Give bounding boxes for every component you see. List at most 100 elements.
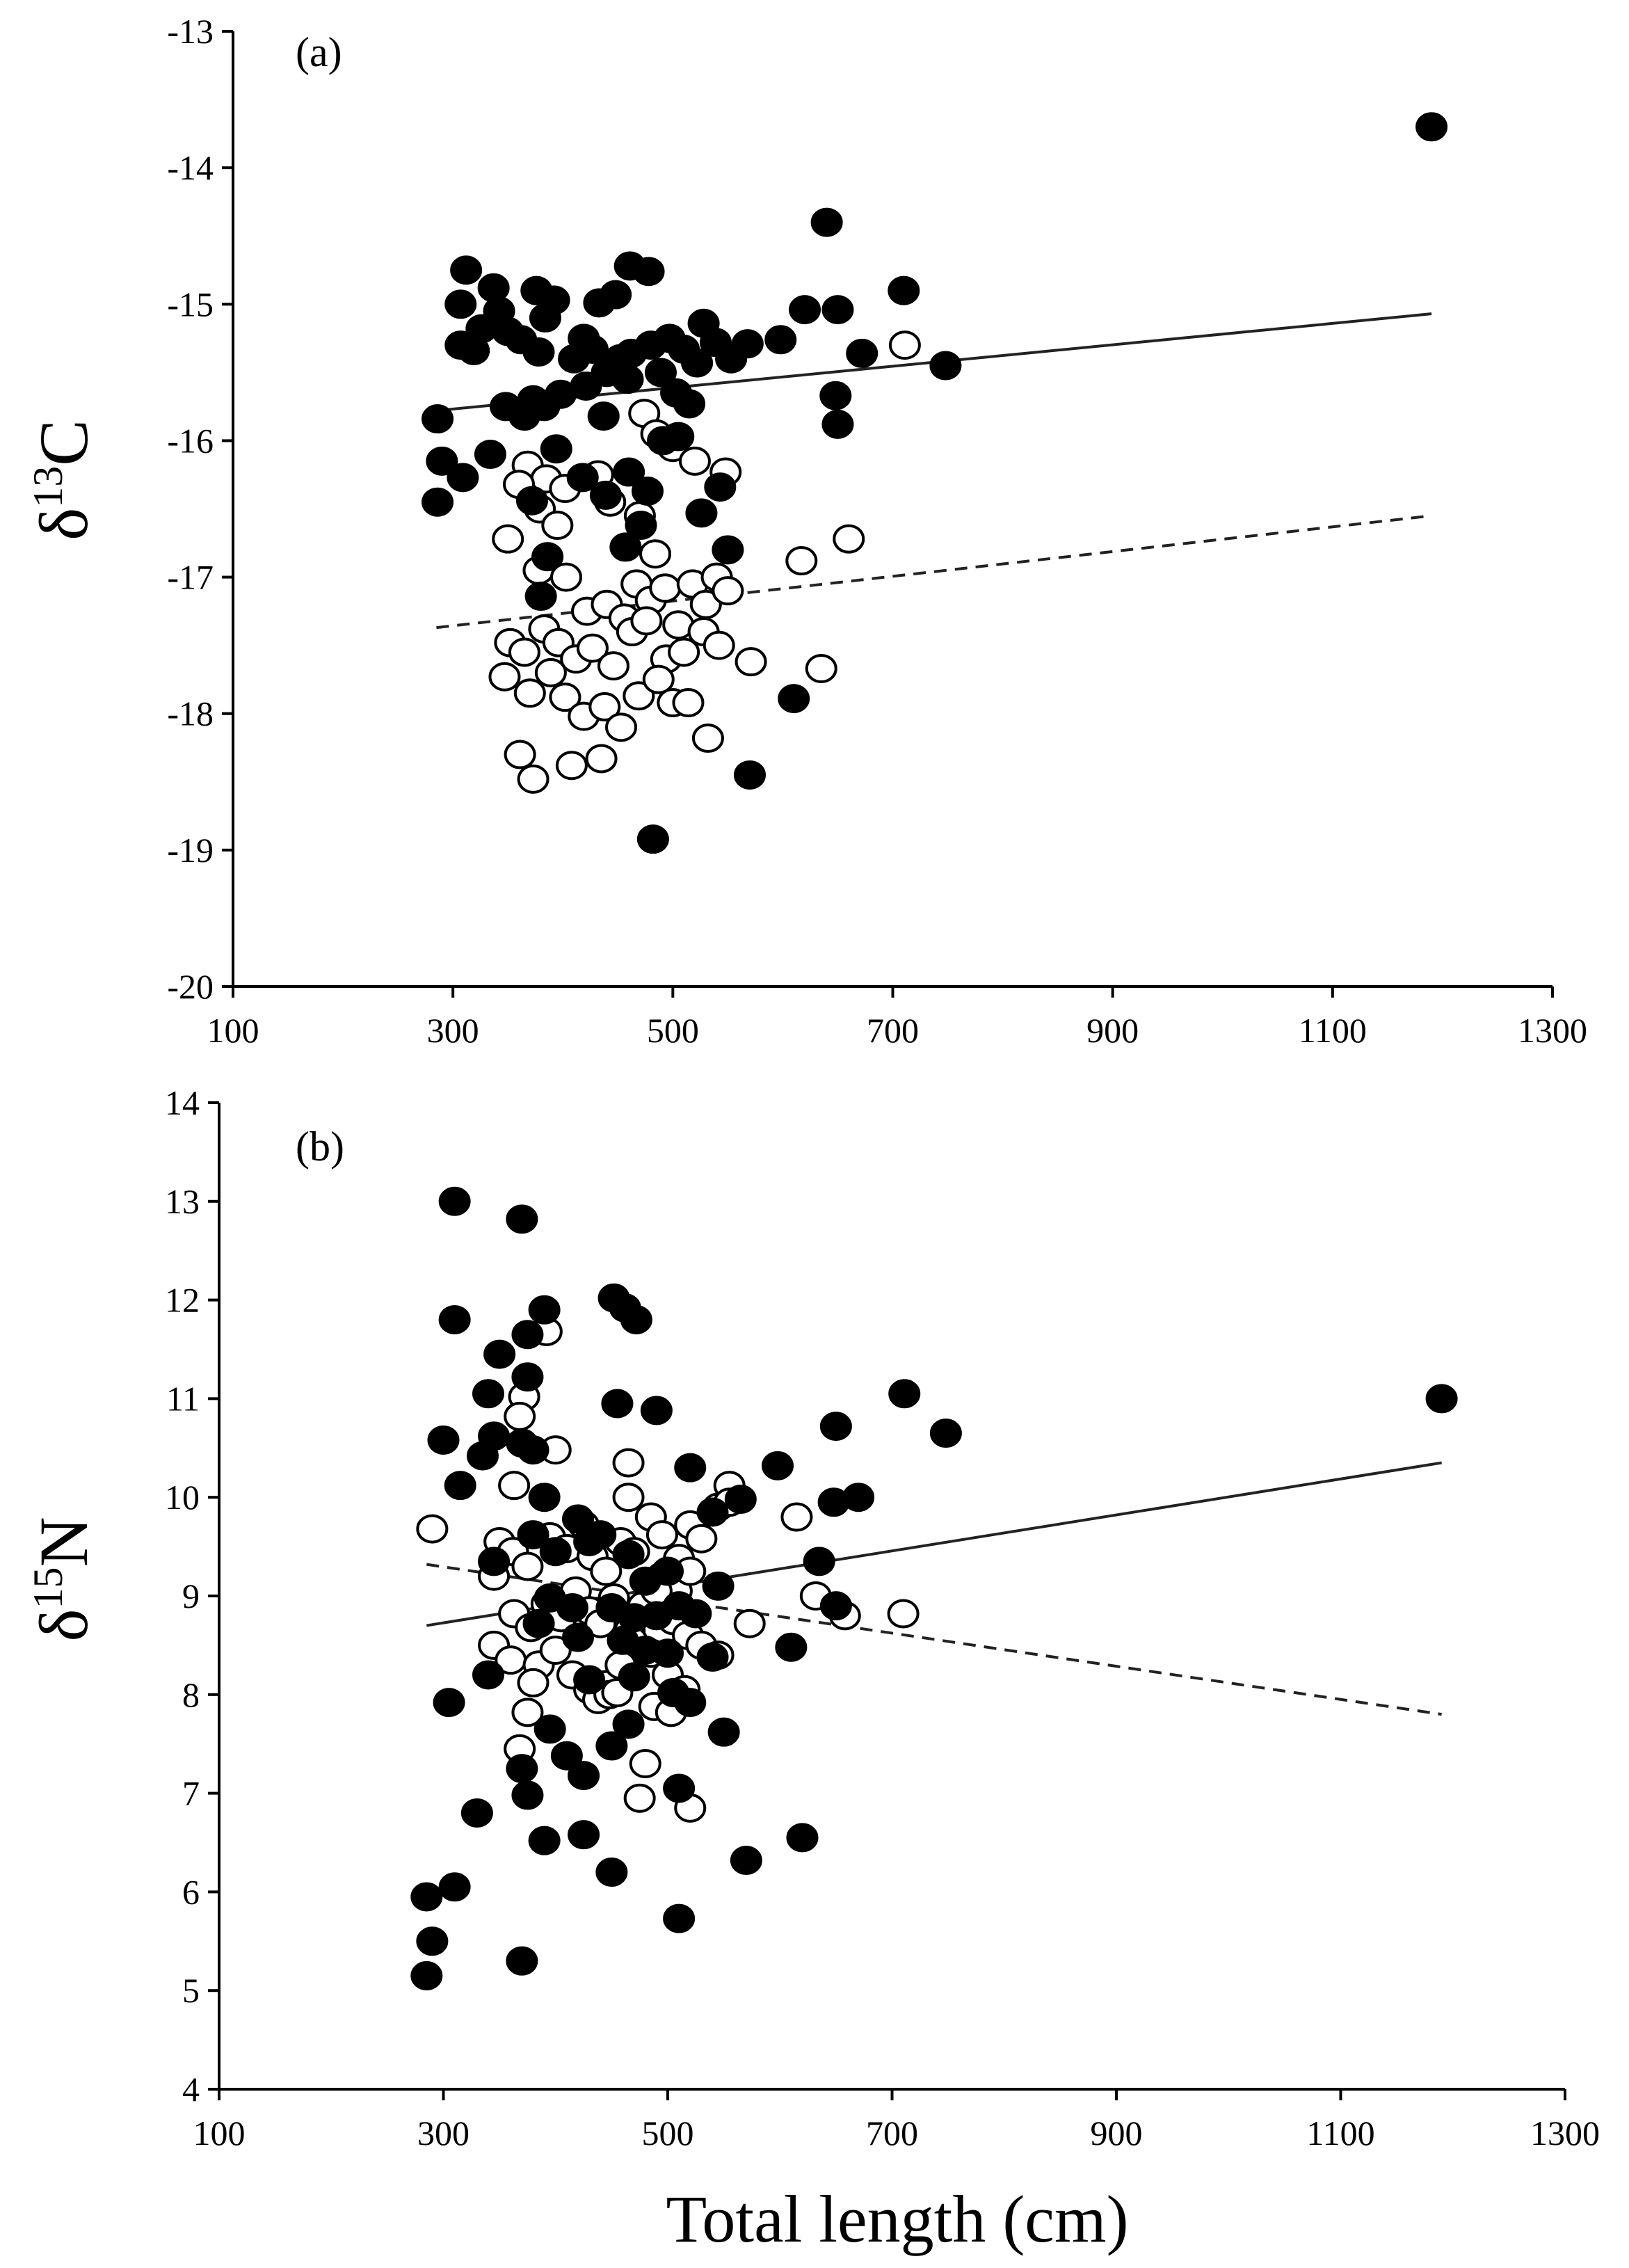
panel-a-point-open	[678, 446, 711, 476]
panel-b-point-filled	[466, 1441, 499, 1471]
panel-b-point-filled	[483, 1339, 516, 1369]
panel-b-point-filled	[427, 1425, 460, 1455]
panel-b-point-filled	[595, 1858, 628, 1887]
panel-a-y-tick-label: -14	[167, 148, 214, 187]
panel-b-point-open	[416, 1514, 449, 1544]
panel-a-point-open	[630, 606, 663, 636]
panel-b-point-filled	[438, 1186, 471, 1216]
panel-a-point-filled	[529, 303, 561, 333]
panel-b-point-open	[623, 1783, 656, 1813]
panel-a-point-filled	[589, 480, 622, 510]
panel-a-y-tick-label: -19	[167, 831, 214, 870]
panel-a-point-filled	[522, 337, 555, 367]
panel-b-point-open	[629, 1749, 661, 1779]
panel-a-point-filled	[636, 824, 669, 854]
panel-b-point-filled	[556, 1593, 588, 1623]
panel-b-y-tick-label: 4	[182, 2070, 200, 2109]
panel-a-point-filled	[576, 335, 609, 365]
panel-a-point-open	[555, 751, 588, 781]
panel-a-point-open	[672, 688, 705, 718]
panel-a-point-open	[585, 744, 618, 774]
panel-a-x-tick-label: 1300	[1518, 1011, 1587, 1050]
panel-a-point-open	[639, 539, 672, 569]
panel-b-point-filled	[410, 1960, 443, 1990]
panel-b-point-open	[511, 1698, 544, 1727]
panel-b-point-filled	[438, 1872, 471, 1902]
panel-a-x-tick-label: 500	[647, 1011, 699, 1050]
panel-b-point-filled	[506, 1754, 538, 1784]
panel-a-point-filled	[444, 289, 477, 319]
panel-b-point-filled	[528, 1483, 561, 1512]
panel-a-point-open	[488, 662, 521, 692]
panel-a-y-tick-label: -16	[167, 421, 214, 460]
panel-b-point-filled	[506, 1204, 538, 1234]
panel-a-point-filled	[685, 498, 718, 528]
panel-b-point-filled	[888, 1379, 921, 1409]
panel-a-point-filled	[644, 358, 677, 388]
panel-a-point-filled	[447, 463, 479, 493]
panel-b-y-tick-label: 13	[165, 1182, 200, 1221]
panel-b-point-filled	[562, 1622, 594, 1652]
panel-b-y-tick-label: 7	[182, 1774, 200, 1813]
panel-a-point-open	[642, 664, 675, 694]
panel-a-point-filled	[609, 532, 642, 562]
panel-a-point-filled	[632, 257, 665, 287]
panel-b-point-filled	[478, 1547, 511, 1576]
panel-b-x-tick-label: 900	[1091, 2114, 1143, 2153]
panel-b: (b) δ15N 4 5 6 7 8 9 10 11 12 13 14 100 300 500 700 900…	[25, 1083, 1600, 2256]
panel-a-point-open	[785, 546, 818, 576]
panel-b-point-filled	[528, 1826, 561, 1855]
panel-a-point-filled	[733, 760, 766, 790]
panel-b-y-tick-label: 9	[182, 1576, 200, 1615]
panel-a-point-filled	[929, 351, 962, 381]
panel-b-point-filled	[702, 1571, 735, 1601]
panel-b-x-tick-label: 1300	[1530, 2114, 1600, 2153]
panel-a-point-filled	[821, 295, 854, 325]
panel-a-y-axis-title: δ13C	[25, 420, 102, 541]
panel-a-point-open	[508, 637, 540, 667]
panel-b-x-tick-label: 300	[417, 2114, 470, 2153]
panel-b-point-filled	[472, 1379, 504, 1409]
panel-a-point-open	[805, 653, 837, 683]
panel-b-point-filled	[680, 1599, 712, 1629]
panel-a-point-filled	[458, 335, 490, 365]
panel-a-point-filled	[426, 446, 458, 476]
x-axis-title: Total length (cm)	[666, 2182, 1128, 2256]
panel-b-x-tick-label: 100	[193, 2114, 246, 2153]
panel-b-point-filled	[528, 1295, 561, 1325]
panel-b-point-filled	[629, 1566, 661, 1596]
panel-a-y-tick-label: -13	[167, 12, 214, 51]
panel-b-y-tick-label: 10	[165, 1478, 200, 1517]
panel-b-point-filled	[1425, 1384, 1458, 1414]
panel-a-point-open	[597, 651, 629, 681]
panel-b-point-filled	[663, 1773, 696, 1803]
panel-a-point-filled	[810, 207, 843, 237]
panel-b-point-filled	[819, 1591, 852, 1621]
panel-a-point-filled	[570, 371, 602, 401]
panel-a-point-open	[549, 682, 581, 712]
panel-b-point-open	[498, 1471, 531, 1501]
panel-b-point-filled	[819, 1412, 852, 1442]
panel-b-point-filled	[511, 1780, 544, 1810]
panel-b-point-open	[517, 1668, 549, 1698]
panel-b-point-open	[612, 1448, 645, 1478]
panel-b-point-filled	[573, 1665, 606, 1695]
panel-a-point-filled	[625, 511, 657, 541]
panel-b-point-filled	[707, 1717, 740, 1747]
panel-a-point-filled	[1415, 112, 1448, 142]
panel-a-point-filled	[524, 582, 557, 612]
panel-a-y-tick-label: -18	[167, 694, 214, 733]
panel-b-point-filled	[472, 1660, 504, 1690]
panel-b-point-filled	[568, 1820, 600, 1850]
panel-a-point-open	[576, 633, 609, 663]
panel-b-point-filled	[573, 1527, 606, 1557]
panel-b-point-open	[645, 1520, 678, 1550]
panel-b-point-filled	[786, 1823, 819, 1853]
panel-a-point-filled	[764, 325, 797, 355]
panel-a-point-open	[541, 511, 574, 541]
panel-a-point-filled	[846, 338, 878, 368]
panel-b-point-filled	[696, 1497, 729, 1527]
panel-b-point-filled	[929, 1419, 962, 1448]
panel-a-point-filled	[712, 535, 744, 565]
